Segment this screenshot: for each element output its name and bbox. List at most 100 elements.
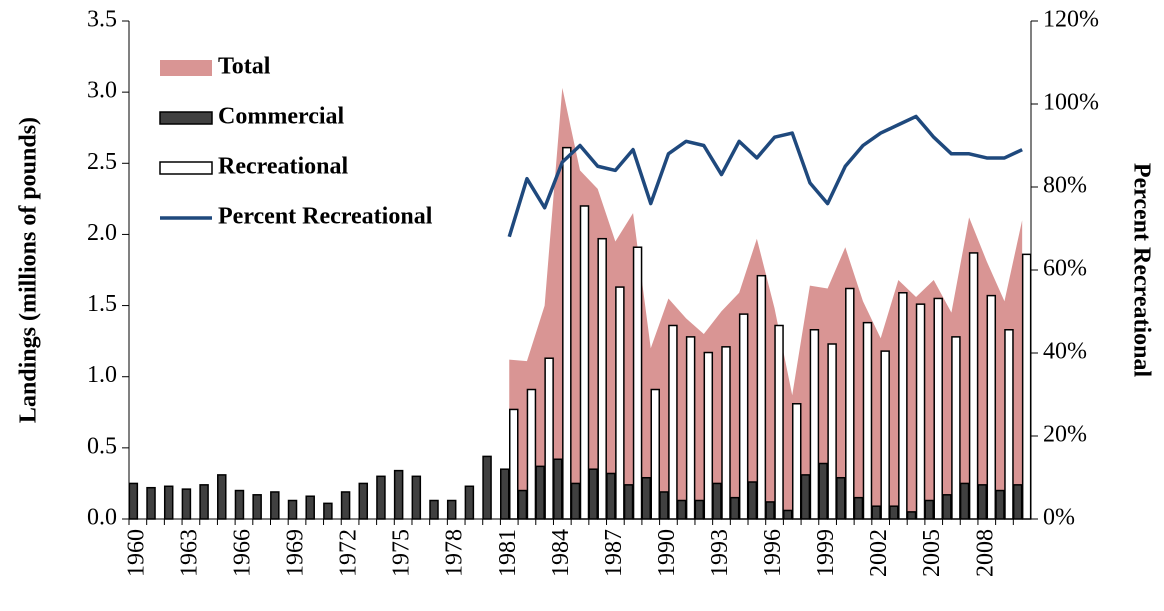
bar [588,468,598,520]
y-tick-label: 3.5 [87,7,117,33]
x-tick-label: 1993 [707,529,733,577]
bar [818,462,828,520]
bar [535,465,545,520]
bar [597,237,607,520]
x-tick-label: 1981 [495,529,521,577]
x-tick-label: 1999 [813,529,839,577]
x-tick-label: 1972 [336,529,362,577]
bar [729,496,740,520]
x-tick-label: 1975 [389,529,415,577]
legend-label: Commercial [218,104,345,130]
bar [163,485,174,520]
y2-tick-label: 120% [1043,7,1099,33]
y2-tick-label: 0% [1043,505,1075,531]
bar [942,494,952,520]
bar [685,336,696,520]
bar [995,489,1005,520]
y-tick-label: 3.0 [87,78,117,104]
x-tick-label: 2008 [972,529,998,577]
x-tick-label: 1984 [548,529,574,577]
bar [889,505,899,520]
y-tick-label: 1.0 [87,362,117,388]
y2-tick-label: 80% [1043,173,1087,199]
y-tick-label: 2.5 [87,149,117,175]
bar [623,484,634,520]
bar [517,489,528,520]
legend-swatch [159,111,213,125]
bar [544,357,554,520]
bar [252,494,262,520]
bar [782,509,793,520]
percent-line [507,114,1023,238]
bar [676,499,687,520]
bar [659,491,669,520]
bar [871,505,881,520]
bar [217,474,227,520]
y2-tick-label: 60% [1043,256,1087,282]
bar [827,343,837,520]
bar [482,455,492,520]
bar [606,472,616,520]
bar [712,482,722,520]
bar [809,329,820,520]
bar [570,482,581,520]
x-tick-label: 2005 [919,529,945,577]
x-tick-label: 1987 [601,529,627,577]
bar [1012,484,1023,520]
x-tick-label: 1990 [654,529,680,577]
bar [738,313,749,520]
bar [181,488,192,520]
bar [933,297,943,520]
bar [951,336,961,520]
bar [650,388,660,520]
bar [305,495,315,520]
bar [765,501,775,520]
y-tick-label: 1.5 [87,291,117,317]
bar [986,294,997,520]
legend-label: Recreational [218,154,349,180]
bar [747,481,758,520]
bar [862,321,873,520]
bar [756,274,767,520]
legend-swatch [159,161,213,175]
bar [446,499,457,520]
y-axis-title: Landings (millions of pounds) [16,117,42,423]
x-tick-label: 1963 [176,529,202,577]
bar [500,468,510,520]
x-tick-label: 1966 [229,529,255,577]
bar [358,482,369,520]
bar [615,286,625,520]
x-tick-label: 1960 [123,529,149,577]
bar [199,484,209,520]
bar [959,482,970,520]
bar [562,146,572,520]
bar [287,499,298,520]
bar [323,502,333,520]
bar [393,469,404,520]
bar [270,491,280,520]
x-tick-label: 1996 [760,529,786,577]
y2-axis-title: Percent Recreational [1128,163,1154,378]
y-tick-label: 0.0 [87,505,117,531]
bar [703,351,714,520]
bar [906,511,917,520]
y2-tick-label: 20% [1043,422,1087,448]
x-tick-label: 1969 [283,529,309,577]
bar [641,476,651,520]
bar [234,489,245,520]
bar [968,252,979,520]
bar [464,485,475,520]
bar [853,496,864,520]
bar [579,205,590,520]
bar [146,486,156,520]
bar [898,292,908,520]
bar [553,458,563,520]
bar [774,324,784,520]
bar [668,324,678,520]
bar [340,491,351,520]
bar [1021,253,1032,520]
bar [791,402,802,520]
bar [800,474,811,520]
bar [376,475,386,520]
